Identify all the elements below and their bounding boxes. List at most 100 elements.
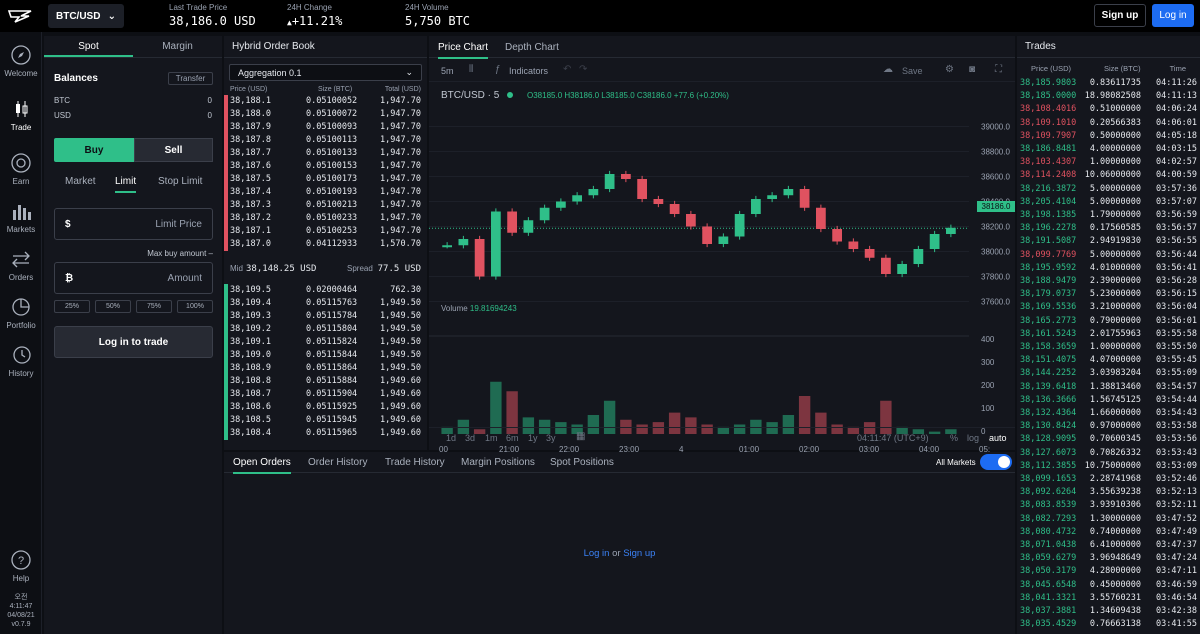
nav-item-orders[interactable]: Orders bbox=[0, 248, 42, 282]
x-tick-label: 02:00 bbox=[799, 445, 820, 454]
nav-item-markets[interactable]: Markets bbox=[0, 200, 42, 234]
redo-icon[interactable]: ↷ bbox=[579, 64, 588, 75]
bid-row[interactable]: 38,109.5 0.02000464 762.30 bbox=[224, 284, 427, 297]
amount-input[interactable]: ₿ Amount bbox=[54, 262, 213, 294]
range-3d[interactable]: 3d bbox=[465, 433, 476, 443]
undo-icon[interactable]: ↶ bbox=[563, 64, 572, 75]
trade-size: 0.74000000 bbox=[1089, 526, 1141, 537]
log-in-to-trade-button[interactable]: Log in to trade bbox=[54, 326, 213, 358]
bid-row[interactable]: 38,108.5 0.05115945 1,949.60 bbox=[224, 414, 427, 427]
pct-button-100[interactable]: 100% bbox=[177, 300, 213, 313]
range-1y[interactable]: 1y bbox=[528, 433, 538, 443]
x-tick-label: 05: bbox=[979, 445, 990, 454]
pct-button-25[interactable]: 25% bbox=[54, 300, 90, 313]
pair-selector[interactable]: BTC/USD ⌄ bbox=[48, 4, 124, 28]
trade-price: 38,108.4016 bbox=[1020, 104, 1077, 115]
ask-row[interactable]: 38,188.1 0.05100052 1,947.70 bbox=[224, 95, 427, 108]
indicators-button[interactable]: Indicators bbox=[509, 66, 549, 76]
scale-auto[interactable]: auto bbox=[989, 433, 1007, 443]
ask-row[interactable]: 38,187.6 0.05100153 1,947.70 bbox=[224, 160, 427, 173]
price: 38,187.0 bbox=[230, 239, 271, 249]
depth-bar bbox=[224, 362, 228, 375]
aggregation-select[interactable]: Aggregation 0.1 ⌄ bbox=[229, 64, 422, 81]
scale-percent[interactable]: % bbox=[950, 433, 959, 443]
log-in-button[interactable]: Log in bbox=[1152, 4, 1194, 27]
signup-link[interactable]: Sign up bbox=[623, 548, 656, 559]
login-link[interactable]: Log in bbox=[583, 548, 610, 559]
bid-row[interactable]: 38,108.7 0.05115904 1,949.60 bbox=[224, 388, 427, 401]
bid-row[interactable]: 38,108.6 0.05115925 1,949.60 bbox=[224, 401, 427, 414]
tab-margin[interactable]: Margin bbox=[162, 41, 193, 52]
ask-row[interactable]: 38,187.1 0.05100253 1,947.70 bbox=[224, 225, 427, 238]
trade-time: 03:46:59 bbox=[1156, 579, 1197, 590]
range-3y[interactable]: 3y bbox=[546, 433, 556, 443]
tab-spot[interactable]: Spot bbox=[44, 36, 133, 57]
chart-symbol: BTC/USD · 5 bbox=[441, 90, 500, 101]
tab-stop-limit[interactable]: Stop Limit bbox=[158, 176, 203, 187]
pct-button-75[interactable]: 75% bbox=[136, 300, 172, 313]
pair-label: BTC/USD bbox=[56, 10, 101, 22]
trade-row: 38,161.5243 2.01755963 03:55:58 bbox=[1017, 328, 1200, 341]
trade-price: 38,198.1385 bbox=[1020, 210, 1077, 220]
camera-icon[interactable]: ◙ bbox=[969, 64, 976, 75]
trade-size: 10.75000000 bbox=[1084, 460, 1141, 471]
tab-limit[interactable]: Limit bbox=[115, 176, 137, 193]
ask-row[interactable]: 38,187.9 0.05100093 1,947.70 bbox=[224, 121, 427, 134]
interval-select[interactable]: 5m bbox=[441, 66, 454, 76]
trade-price: 38,128.9095 bbox=[1020, 434, 1077, 445]
nav-item-history[interactable]: History bbox=[0, 344, 42, 378]
range-1m[interactable]: 1m bbox=[485, 433, 498, 443]
nav-item-portfolio[interactable]: Portfolio bbox=[0, 296, 42, 330]
nav-item-help[interactable]: ? Help bbox=[0, 549, 42, 583]
logo-icon[interactable] bbox=[0, 0, 40, 32]
price-chart-canvas[interactable]: 37600.037800.038000.038200.038400.038600… bbox=[429, 84, 1015, 454]
bid-row[interactable]: 38,109.2 0.05115804 1,949.50 bbox=[224, 323, 427, 336]
depth-bar bbox=[224, 134, 228, 147]
all-markets-toggle[interactable] bbox=[980, 454, 1012, 470]
volume-bar bbox=[490, 381, 502, 434]
bid-row[interactable]: 38,109.1 0.05115824 1,949.50 bbox=[224, 336, 427, 349]
sign-up-button[interactable]: Sign up bbox=[1094, 4, 1146, 27]
bid-row[interactable]: 38,109.0 0.05115844 1,949.50 bbox=[224, 349, 427, 362]
bid-row[interactable]: 38,108.9 0.05115864 1,949.50 bbox=[224, 362, 427, 375]
bid-row[interactable]: 38,109.3 0.05115784 1,949.50 bbox=[224, 310, 427, 323]
bid-row[interactable]: 38,109.4 0.05115763 1,949.50 bbox=[224, 297, 427, 310]
tab-open-orders[interactable]: Open Orders bbox=[233, 457, 291, 474]
calendar-icon[interactable]: ▦ bbox=[576, 431, 586, 442]
ask-row[interactable]: 38,187.3 0.05100213 1,947.70 bbox=[224, 199, 427, 212]
tab-spot-positions[interactable]: Spot Positions bbox=[550, 457, 614, 468]
nav-item-trade[interactable]: Trade bbox=[0, 98, 42, 132]
bid-row[interactable]: 38,108.8 0.05115884 1,949.60 bbox=[224, 375, 427, 388]
pct-button-50[interactable]: 50% bbox=[95, 300, 131, 313]
ask-row[interactable]: 38,187.2 0.05100233 1,947.70 bbox=[224, 212, 427, 225]
ask-row[interactable]: 38,187.4 0.05100193 1,947.70 bbox=[224, 186, 427, 199]
transfer-button[interactable]: Transfer bbox=[168, 72, 213, 85]
indicators-icon[interactable]: ƒ bbox=[495, 64, 501, 75]
dollar-icon: $ bbox=[65, 218, 71, 230]
tab-trade-history[interactable]: Trade History bbox=[385, 457, 445, 468]
nav-item-welcome[interactable]: Welcome bbox=[0, 44, 42, 78]
ask-row[interactable]: 38,187.5 0.05100173 1,947.70 bbox=[224, 173, 427, 186]
save-button[interactable]: Save bbox=[902, 66, 923, 76]
nav-item-earn[interactable]: Earn bbox=[0, 152, 42, 186]
tab-market[interactable]: Market bbox=[65, 176, 96, 187]
candle-type-icon[interactable]: ⫴ bbox=[469, 64, 474, 75]
scale-log[interactable]: log bbox=[967, 433, 980, 443]
fullscreen-icon[interactable]: ⛶ bbox=[995, 64, 1002, 75]
top-bar: BTC/USD ⌄ Last Trade Price 38,186.0 USD … bbox=[0, 0, 1200, 32]
sell-button[interactable]: Sell bbox=[134, 138, 213, 162]
settings-gear-icon[interactable]: ⚙ bbox=[945, 64, 954, 75]
range-1d[interactable]: 1d bbox=[446, 433, 457, 443]
ask-row[interactable]: 38,187.8 0.05100113 1,947.70 bbox=[224, 134, 427, 147]
tab-depth-chart[interactable]: Depth Chart bbox=[505, 42, 559, 53]
buy-button[interactable]: Buy bbox=[54, 138, 134, 162]
limit-price-input[interactable]: $ Limit Price bbox=[54, 208, 213, 240]
tab-price-chart[interactable]: Price Chart bbox=[438, 42, 489, 59]
ask-row[interactable]: 38,187.7 0.05100133 1,947.70 bbox=[224, 147, 427, 160]
bid-row[interactable]: 38,108.4 0.05115965 1,949.60 bbox=[224, 427, 427, 440]
tab-margin-positions[interactable]: Margin Positions bbox=[461, 457, 535, 468]
ask-row[interactable]: 38,187.0 0.04112933 1,570.70 bbox=[224, 238, 427, 251]
range-6m[interactable]: 6m bbox=[506, 433, 519, 443]
tab-order-history[interactable]: Order History bbox=[308, 457, 368, 468]
ask-row[interactable]: 38,188.0 0.05100072 1,947.70 bbox=[224, 108, 427, 121]
